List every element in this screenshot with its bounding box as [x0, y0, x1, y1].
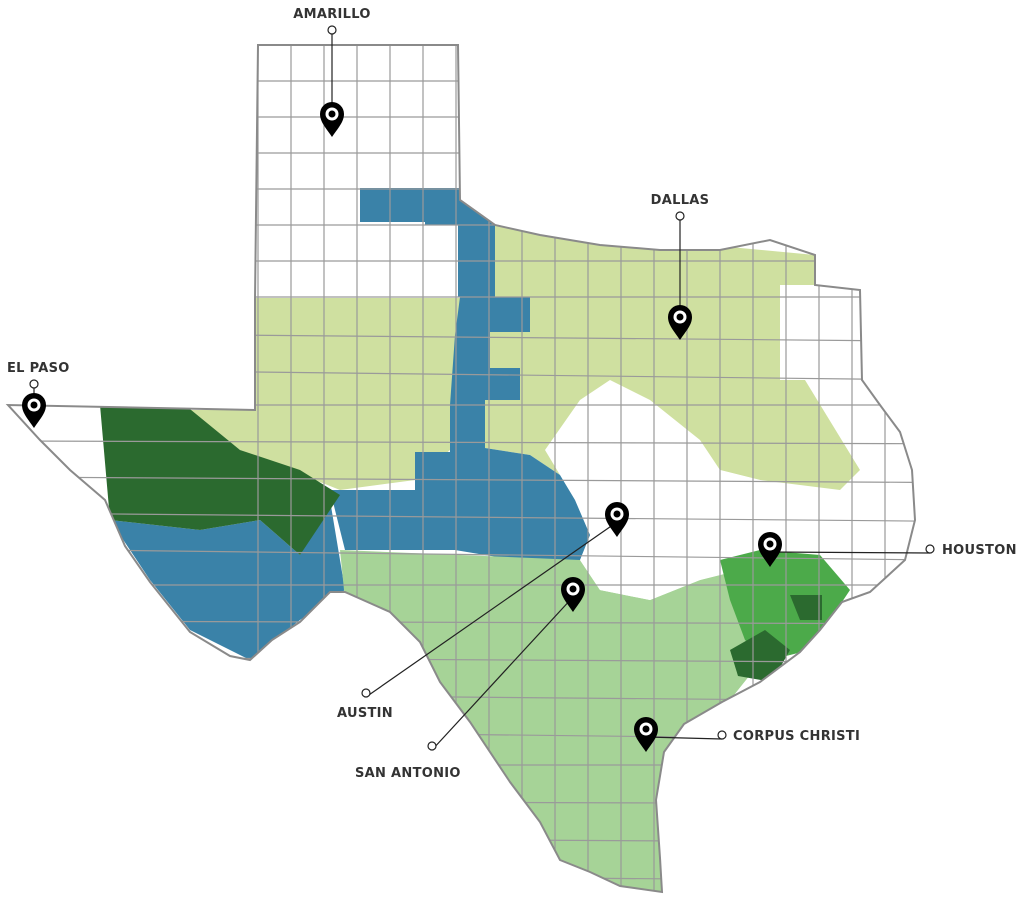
region-white-middle	[580, 470, 760, 600]
pin-center	[613, 510, 621, 518]
texas-outline	[5, 44, 917, 894]
pin-center	[30, 401, 38, 409]
county-line	[8, 800, 915, 805]
city-marker-san-antonio[interactable]: SAN ANTONIO	[355, 577, 585, 781]
region-dark-green-west	[100, 405, 340, 555]
leader-dot	[361, 688, 371, 698]
pin-center	[569, 585, 577, 593]
city-label: CORPUS CHRISTI	[733, 729, 860, 744]
leader-line	[645, 736, 723, 740]
leader-dot	[717, 730, 727, 740]
leader-dot	[29, 379, 39, 389]
county-line	[8, 836, 915, 844]
region-white-east	[590, 400, 660, 480]
city-marker-dallas[interactable]: DALLAS	[651, 193, 710, 340]
city-marker-austin[interactable]: AUSTIN	[337, 502, 629, 721]
region-dark-green-houston-2	[790, 595, 822, 620]
city-marker-amarillo[interactable]: AMARILLO	[293, 7, 370, 137]
leader-dot	[427, 741, 437, 751]
city-label: EL PASO	[7, 361, 70, 376]
regions	[8, 45, 915, 892]
county-line	[8, 872, 915, 883]
city-marker-el-paso[interactable]: EL PASO	[7, 361, 70, 428]
city-marker-corpus-christi[interactable]: CORPUS CHRISTI	[634, 717, 860, 752]
county-line	[8, 476, 915, 484]
city-label: AUSTIN	[337, 706, 393, 721]
city-markers: AMARILLO DALLAS EL PASO AUSTIN SAN ANTONIO HO…	[7, 7, 1017, 781]
pin-center	[642, 725, 650, 733]
city-label: SAN ANTONIO	[355, 766, 461, 781]
pin-center	[676, 313, 684, 321]
leader-dot	[675, 211, 685, 221]
city-label: HOUSTON	[942, 543, 1017, 558]
city-label: AMARILLO	[293, 7, 370, 22]
city-marker-houston[interactable]: HOUSTON	[758, 532, 1017, 567]
leader-line	[365, 521, 618, 698]
leader-line	[769, 551, 931, 554]
leader-dot	[925, 544, 935, 554]
pin-center	[766, 540, 774, 548]
leader-line	[431, 596, 574, 751]
leader-dot	[327, 25, 337, 35]
pin-center	[328, 110, 336, 118]
region-dark-green-houston	[730, 630, 790, 682]
region-blue-west	[110, 500, 345, 660]
county-line	[8, 512, 915, 523]
city-label: DALLAS	[651, 193, 710, 208]
county-line	[8, 440, 915, 445]
county-line	[8, 548, 915, 562]
